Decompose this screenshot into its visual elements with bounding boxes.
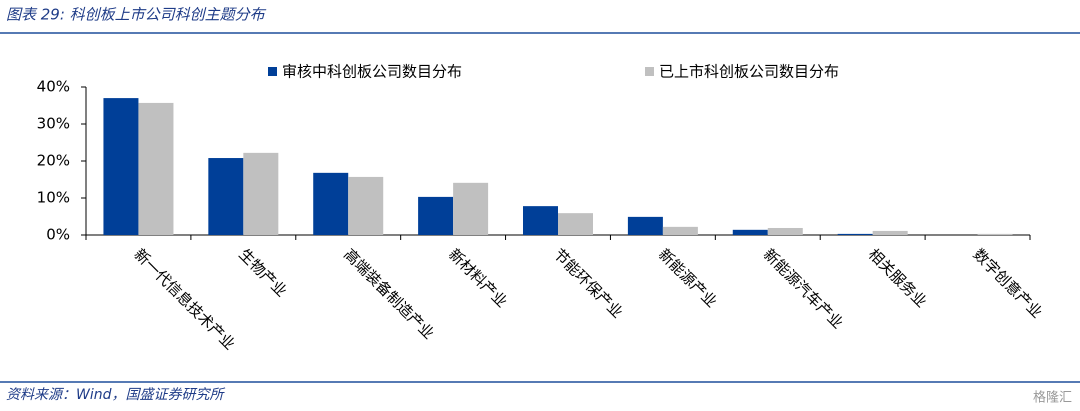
bar (837, 233, 873, 235)
bar (767, 227, 803, 235)
x-tick-label: 新能源汽车产业 (760, 245, 847, 332)
chart-title: 图表 29: 科创板上市公司科创主题分布 (6, 6, 267, 24)
x-tick-label: 生物产业 (235, 245, 290, 300)
y-tick-label: 10% (37, 189, 70, 207)
bar (627, 216, 663, 235)
x-tick-label: 相关服务业 (865, 245, 931, 311)
bar (662, 226, 698, 235)
y-tick-label: 30% (37, 115, 70, 133)
bar (418, 196, 454, 235)
bar (558, 213, 593, 235)
bar (732, 229, 768, 235)
bar (453, 182, 489, 235)
legend-swatch (268, 67, 277, 76)
x-tick-label: 数字创意产业 (970, 245, 1046, 321)
source: 资料来源：Wind，国盛证券研究所 (6, 387, 225, 403)
y-tick-label: 40% (37, 78, 70, 96)
bar (138, 102, 174, 235)
bar (103, 98, 139, 235)
bar (523, 206, 558, 235)
bar (348, 176, 384, 235)
x-tick-label: 节能环保产业 (550, 245, 626, 321)
bar (977, 233, 1013, 235)
x-tick-label: 高端装备制造产业 (340, 245, 438, 343)
legend-swatch (645, 67, 654, 76)
watermark: 格隆汇 (1033, 390, 1072, 406)
bar (243, 152, 279, 235)
x-tick-label: 新一代信息技术产业 (130, 245, 238, 353)
x-tick-label: 新材料产业 (445, 245, 511, 311)
legend-label: 审核中科创板公司数目分布 (282, 63, 462, 81)
bar (872, 230, 908, 235)
bar (208, 158, 244, 235)
y-tick-label: 20% (37, 152, 70, 170)
bar (313, 172, 349, 235)
x-tick-label: 新能源产业 (655, 245, 721, 311)
y-tick-label: 0% (46, 226, 70, 244)
legend-label: 已上市科创板公司数目分布 (659, 63, 839, 81)
